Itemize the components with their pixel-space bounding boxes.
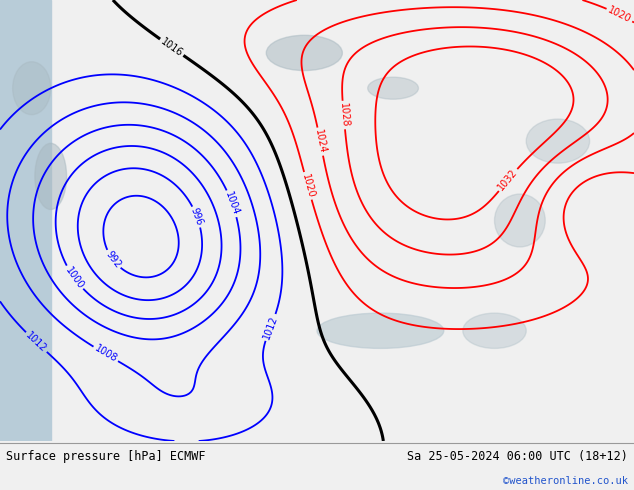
Text: 1020: 1020 <box>606 5 633 24</box>
Ellipse shape <box>526 119 590 163</box>
Text: 1028: 1028 <box>338 102 350 128</box>
Text: 1024: 1024 <box>313 128 328 155</box>
Ellipse shape <box>495 194 545 247</box>
Text: Sa 25-05-2024 06:00 UTC (18+12): Sa 25-05-2024 06:00 UTC (18+12) <box>407 450 628 463</box>
Ellipse shape <box>35 143 67 209</box>
Text: 1012: 1012 <box>24 330 49 354</box>
Text: 1020: 1020 <box>300 172 316 199</box>
Text: 1012: 1012 <box>261 314 280 341</box>
Text: 1008: 1008 <box>93 343 119 365</box>
Text: Surface pressure [hPa] ECMWF: Surface pressure [hPa] ECMWF <box>6 450 206 463</box>
Bar <box>0 0 51 441</box>
Text: 1032: 1032 <box>496 167 520 193</box>
Text: 996: 996 <box>189 206 205 227</box>
Text: 992: 992 <box>103 249 122 270</box>
Ellipse shape <box>266 35 342 71</box>
Text: 1016: 1016 <box>159 36 184 58</box>
Ellipse shape <box>13 62 51 115</box>
Text: 1000: 1000 <box>63 265 86 291</box>
Ellipse shape <box>463 313 526 348</box>
Text: 1004: 1004 <box>223 190 241 217</box>
Text: ©weatheronline.co.uk: ©weatheronline.co.uk <box>503 476 628 486</box>
Ellipse shape <box>368 77 418 99</box>
Ellipse shape <box>317 313 444 348</box>
